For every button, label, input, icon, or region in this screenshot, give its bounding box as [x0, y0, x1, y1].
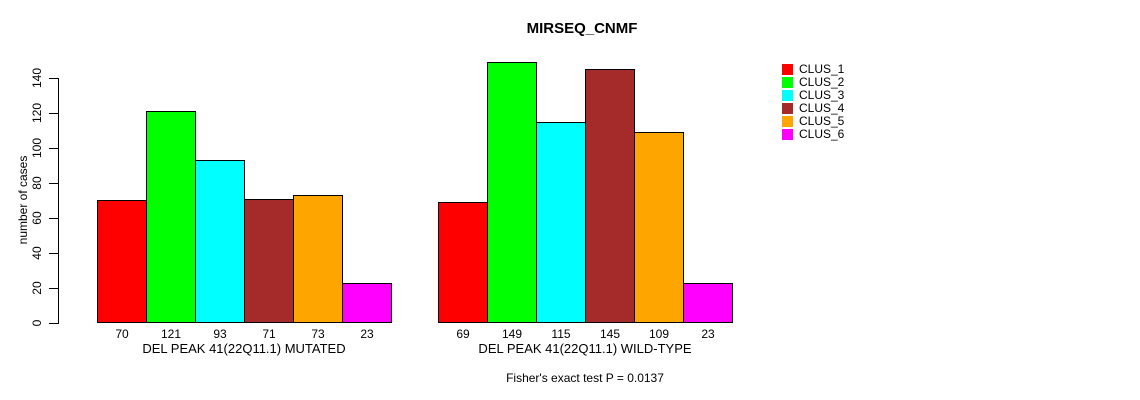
y-axis-tick-label: 140 — [30, 67, 44, 89]
bar-value-label: 70 — [115, 327, 129, 341]
group-label: DEL PEAK 41(22Q11.1) MUTATED — [142, 341, 346, 356]
y-axis-title: number of cases — [16, 155, 30, 245]
bar-value-label: 109 — [648, 327, 670, 341]
bar-value-label: 23 — [701, 327, 715, 341]
bar-clus_4 — [244, 199, 294, 323]
legend-swatch-clus_1 — [782, 64, 793, 75]
legend-swatch-clus_4 — [782, 103, 793, 114]
y-axis-line — [58, 78, 59, 324]
y-axis-tick — [49, 287, 58, 289]
y-axis-tick — [49, 217, 58, 219]
chart-title: MIRSEQ_CNMF — [526, 20, 638, 37]
bar-clus_3 — [536, 122, 586, 323]
bar-clus_2 — [146, 111, 196, 323]
bar-value-label: 115 — [551, 327, 571, 341]
bar-clus_4 — [585, 69, 635, 323]
legend-label: CLUS_6 — [799, 127, 845, 141]
bar-value-label: 69 — [456, 327, 470, 341]
legend-swatch-clus_5 — [782, 116, 793, 127]
bar-clus_1 — [438, 202, 488, 323]
bar-value-label: 121 — [160, 327, 182, 341]
y-axis-tick — [49, 252, 58, 254]
y-axis-tick — [49, 322, 58, 324]
bar-value-label: 71 — [262, 327, 276, 341]
y-axis-tick — [49, 182, 58, 184]
bar-clus_6 — [683, 283, 733, 323]
legend-swatch-clus_3 — [782, 90, 793, 101]
bar-clus_5 — [293, 195, 343, 323]
bar-clus_2 — [487, 62, 537, 323]
annotation-text: Fisher's exact test P = 0.0137 — [506, 371, 664, 385]
bar-clus_3 — [195, 160, 245, 323]
bar-value-label: 145 — [599, 327, 621, 341]
bar-value-label: 93 — [213, 327, 227, 341]
bar-clus_1 — [97, 200, 147, 323]
bar-value-label: 149 — [501, 327, 523, 341]
legend-label: CLUS_2 — [799, 75, 845, 89]
bar-clus_6 — [342, 283, 392, 323]
group-label: DEL PEAK 41(22Q11.1) WILD-TYPE — [478, 341, 692, 356]
y-axis-tick — [49, 147, 58, 149]
y-axis-tick — [49, 77, 58, 79]
legend-swatch-clus_2 — [782, 77, 793, 88]
y-axis-tick — [49, 112, 58, 114]
bar-value-label: 23 — [360, 327, 374, 341]
bar-value-label: 73 — [311, 327, 325, 341]
legend-swatch-clus_6 — [782, 129, 793, 140]
legend-label: CLUS_3 — [799, 88, 845, 102]
legend-label: CLUS_5 — [799, 114, 845, 128]
bar-clus_5 — [634, 132, 684, 323]
legend-label: CLUS_1 — [799, 62, 845, 76]
legend-label: CLUS_4 — [799, 101, 845, 115]
